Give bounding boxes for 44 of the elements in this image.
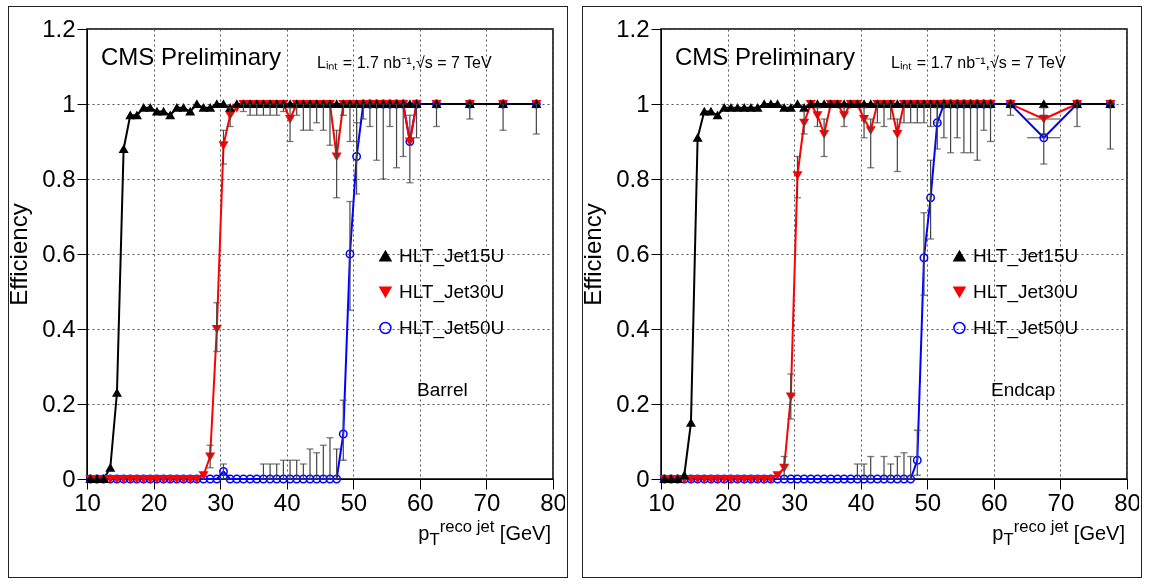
annotation: Lᵢₙₜ = 1.7 nb⁻¹,√s = 7 TeV (891, 53, 1066, 73)
y-tick-label: 0.4 (42, 314, 76, 342)
y-tick-label: 0.8 (616, 164, 650, 192)
x-tick-label: 50 (914, 488, 942, 516)
x-tick-label: 70 (1047, 488, 1075, 516)
y-tick-label: 0.6 (616, 239, 650, 267)
x-tick-label: 30 (781, 488, 808, 516)
y-tick-label: 1.2 (616, 14, 650, 42)
x-tick-label: 40 (847, 488, 875, 516)
x-axis-title: p$_{T}$$^{reco jet}$ [GeV] (418, 517, 551, 550)
legend-label: HLT_Jet30U (972, 281, 1079, 303)
y-axis-title: Efficiency (5, 203, 33, 306)
legend-label: HLT_Jet15U (398, 245, 505, 267)
x-tick-label: 10 (648, 488, 675, 516)
y-axis-title: Efficiency (579, 203, 607, 306)
y-tick-label: 1 (636, 89, 650, 117)
x-tick-label: 70 (473, 488, 501, 516)
y-tick-label: 0 (636, 464, 650, 492)
x-tick-label: 20 (714, 488, 742, 516)
y-tick-label: 1 (62, 89, 76, 117)
legend-label: HLT_Jet50U (398, 317, 505, 339)
y-tick-label: 1.2 (42, 14, 76, 42)
y-tick-label: 0.2 (616, 389, 650, 417)
y-tick-label: 0.6 (42, 239, 76, 267)
y-tick-label: 0.2 (42, 389, 76, 417)
y-tick-label: 0.4 (616, 314, 650, 342)
annotation: Barrel (417, 379, 468, 401)
y-tick-label: 0.8 (42, 164, 76, 192)
legend-label: HLT_Jet50U (972, 317, 1079, 339)
annotation: Lᵢₙₜ = 1.7 nb⁻¹,√s = 7 TeV (317, 53, 492, 73)
legend-label: HLT_Jet15U (972, 245, 1079, 267)
x-tick-label: 50 (340, 488, 368, 516)
y-tick-label: 0 (62, 464, 76, 492)
legend-label: HLT_Jet30U (398, 281, 505, 303)
x-tick-label: 20 (140, 488, 168, 516)
annotation: CMS Preliminary (101, 43, 282, 71)
x-tick-label: 60 (981, 488, 1008, 516)
x-tick-label: 30 (207, 488, 234, 516)
annotation: CMS Preliminary (675, 43, 856, 71)
x-tick-label: 60 (407, 488, 434, 516)
annotation: Endcap (991, 379, 1056, 401)
x-tick-label: 40 (273, 488, 301, 516)
x-axis-title: p$_{T}$$^{reco jet}$ [GeV] (992, 517, 1125, 550)
x-tick-label: 10 (74, 488, 101, 516)
